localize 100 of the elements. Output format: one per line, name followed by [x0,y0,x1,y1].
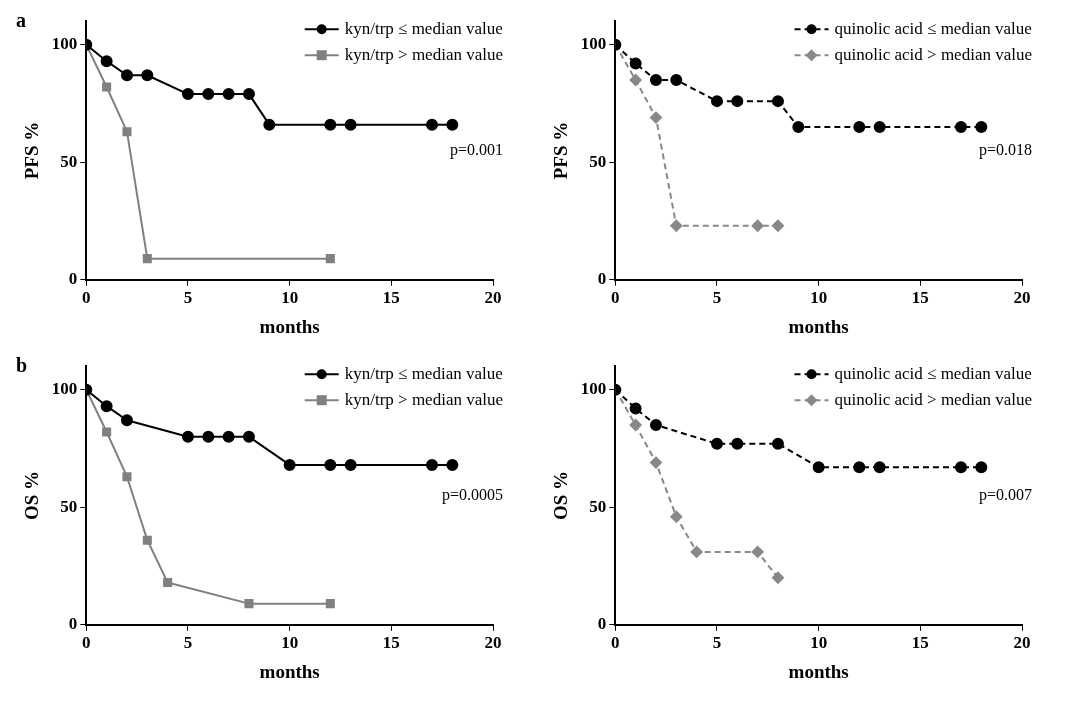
point [344,118,357,131]
point [629,402,642,415]
point [629,73,642,86]
point [222,88,235,101]
point [771,219,784,232]
x-tick-label: 0 [82,633,91,653]
x-tick-label: 10 [281,633,299,653]
point [853,461,866,474]
point [975,120,988,133]
point [181,430,194,443]
point [873,461,886,474]
x-tick-label: 20 [1013,288,1031,308]
y-tick-label: 0 [597,614,607,634]
point [142,254,152,264]
x-tick-label: 15 [382,288,400,308]
x-tick-label: 5 [183,633,193,653]
x-tick-label: 15 [911,288,929,308]
point [853,120,866,133]
x-tick-label: 15 [382,633,400,653]
chart-title: a [16,9,26,32]
point [649,73,662,86]
point [242,88,255,101]
annotation: p=0.007 [978,485,1032,504]
x-tick-label: 5 [183,288,193,308]
y-tick-label: 50 [589,151,607,171]
y-tick-label: 100 [51,34,78,54]
point [426,118,438,131]
point [975,461,988,474]
x-tick-label: 0 [82,288,91,308]
legend-label: quinolic acid ≤ median value [834,363,1032,383]
point [100,55,113,68]
x-tick-label: 5 [712,633,722,653]
x-tick-label: 20 [484,633,502,653]
point [955,461,967,474]
point [244,599,254,609]
point [102,82,112,92]
x-tick-label: 0 [611,633,620,653]
y-tick-label: 50 [60,496,78,516]
y-tick-label: 100 [51,379,78,399]
point [792,120,805,133]
point [670,510,683,523]
legend-label: kyn/trp > median value [344,44,503,64]
legend-label: kyn/trp ≤ median value [344,363,503,383]
point [202,430,215,443]
point [731,437,744,450]
point [202,88,215,101]
point [324,118,337,131]
y-axis-title: PFS % [21,121,43,180]
y-tick-label: 50 [589,496,607,516]
x-axis-title: months [259,315,320,337]
chart-title: b [16,354,28,377]
x-axis-title: months [259,660,320,682]
legend-label: quinolic acid > median value [834,389,1032,409]
y-tick-label: 100 [580,34,607,54]
point [649,418,662,431]
point [141,69,154,82]
point [629,418,642,431]
y-axis-title: PFS % [550,121,572,180]
annotation: p=0.018 [978,140,1032,159]
point [690,545,703,558]
legend-label: kyn/trp > median value [344,389,503,409]
point [649,456,662,469]
point [325,254,335,264]
annotation: p=0.0005 [441,485,503,504]
x-tick-label: 10 [281,288,299,308]
point [100,400,113,413]
legend-label: kyn/trp ≤ median value [344,18,503,38]
y-tick-label: 100 [580,379,607,399]
point [731,95,744,108]
point [771,437,784,450]
point [751,219,764,232]
point [751,545,764,558]
point [710,437,723,450]
point [324,458,337,471]
y-axis-title: OS % [21,470,43,521]
point [102,427,112,437]
y-tick-label: 0 [68,614,78,634]
point [122,472,132,482]
point [446,458,459,471]
y-tick-label: 50 [60,151,78,171]
point [446,118,459,131]
legend-label: quinolic acid > median value [834,44,1032,64]
point [649,111,662,124]
point [955,120,967,133]
point [163,577,173,588]
y-axis-title: OS % [550,470,572,521]
x-tick-label: 10 [810,633,828,653]
point [670,73,683,86]
x-axis-title: months [788,660,849,682]
x-tick-label: 20 [484,288,502,308]
legend-label: quinolic acid ≤ median value [834,18,1032,38]
point [222,430,235,443]
y-tick-label: 0 [68,269,78,289]
point [242,430,255,443]
point [120,414,133,427]
point [181,88,194,101]
point [142,535,152,545]
point [283,458,296,471]
annotation: p=0.001 [449,140,503,159]
x-tick-label: 15 [911,633,929,653]
